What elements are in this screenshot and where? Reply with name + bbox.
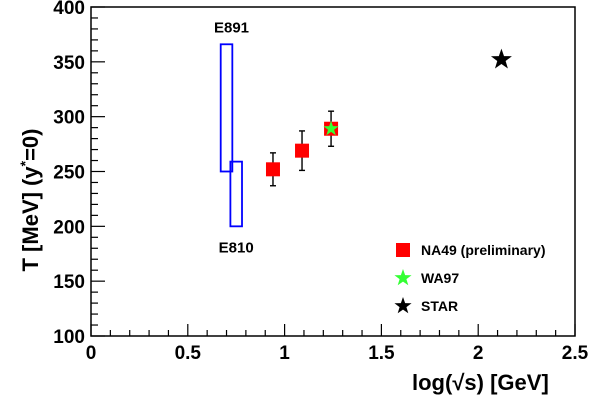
x-tick-label: 1.5 xyxy=(368,343,395,364)
y-tick-label: 200 xyxy=(53,217,85,238)
y-axis-title-end: =0) xyxy=(18,129,43,161)
x-axis-title: log(√s) [GeV] xyxy=(412,370,549,395)
y-axis-title-sup: * xyxy=(17,160,33,166)
x-axis-ticks: 0 0.5 1 1.5 2 2.5 xyxy=(86,324,589,364)
legend-marker-square xyxy=(396,243,410,257)
x-tick-label: 1 xyxy=(279,343,290,364)
legend-entry-label: STAR xyxy=(421,298,458,314)
data-point-square xyxy=(265,162,280,177)
y-axis-title: T [MeV] (y*=0) xyxy=(17,129,43,272)
y-tick-label: 350 xyxy=(53,53,85,74)
y-tick-label: 300 xyxy=(53,108,85,129)
x-tick-label: 2.5 xyxy=(562,343,589,364)
data-point-square xyxy=(295,143,310,158)
y-tick-label: 250 xyxy=(53,163,85,184)
legend-entry-label: WA97 xyxy=(421,270,459,286)
box-label-e891: E891 xyxy=(214,19,249,36)
box-e810 xyxy=(229,160,243,228)
experiment-boxes: E891 E810 xyxy=(214,19,254,256)
data-point-star xyxy=(323,120,339,136)
legend-entry-label: NA49 (preliminary) xyxy=(421,242,545,258)
x-axis-title-post: ) [GeV] xyxy=(477,370,549,395)
y-axis-ticks: 100 150 200 250 300 350 400 xyxy=(53,0,105,348)
data-marks xyxy=(265,48,512,187)
data-point-star xyxy=(490,48,512,69)
legend-marker-star xyxy=(394,269,412,286)
x-axis-title-var: s xyxy=(464,370,476,395)
legend: NA49 (preliminary) WA97 STAR xyxy=(394,242,545,314)
y-axis-title-main: T [MeV] (y xyxy=(18,166,43,272)
y-tick-label: 100 xyxy=(53,327,85,348)
x-axis-title-sqrt: √ xyxy=(452,370,465,395)
box-e891 xyxy=(219,43,234,173)
x-tick-label: 0 xyxy=(86,343,97,364)
x-tick-label: 2 xyxy=(473,343,484,364)
y-tick-label: 400 xyxy=(53,0,85,19)
y-tick-label: 150 xyxy=(53,272,85,293)
legend-marker-star xyxy=(394,297,412,314)
box-label-e810: E810 xyxy=(219,239,254,256)
x-tick-label: 0.5 xyxy=(175,343,202,364)
x-axis-title-pre: log( xyxy=(412,370,453,395)
